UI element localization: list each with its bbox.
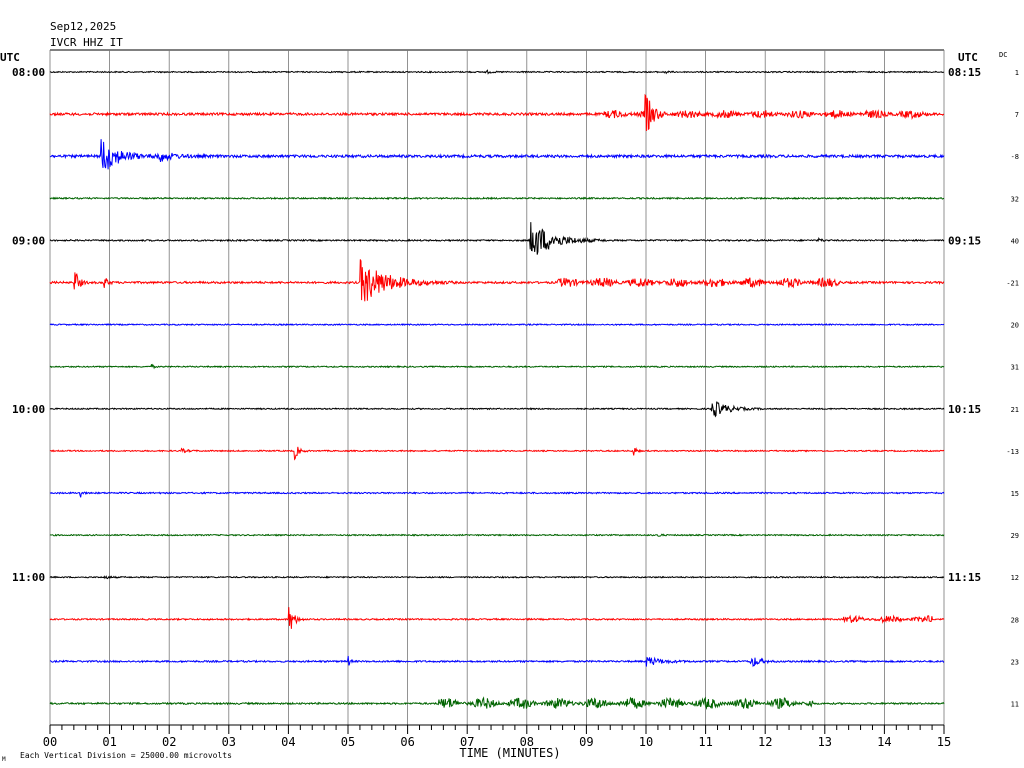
- dc-label: DC: [999, 51, 1007, 59]
- utc-right-label: UTC: [958, 51, 978, 64]
- x-tick-label: 14: [877, 735, 891, 749]
- trace-line: [49, 139, 945, 170]
- dc-offset-value: -13: [1006, 448, 1019, 456]
- dc-offset-value: 1: [1015, 69, 1019, 77]
- dc-offset-value: 12: [1011, 574, 1019, 582]
- date-label: Sep12,2025: [50, 20, 116, 33]
- dc-offset-value: 15: [1011, 490, 1019, 498]
- left-time-labels: 08:00 09:00 10:00 11:00: [12, 66, 45, 584]
- dc-offset-value: 40: [1011, 237, 1019, 245]
- dc-offset-value: 29: [1011, 532, 1019, 540]
- x-tick-label: 06: [400, 735, 414, 749]
- x-axis-title: TIME (MINUTES): [459, 746, 560, 760]
- traces: [49, 69, 945, 710]
- trace-line: [49, 196, 945, 201]
- trace-line: [49, 607, 945, 629]
- dc-offset-value: 31: [1011, 364, 1019, 372]
- left-time-label: 09:00: [12, 234, 45, 247]
- trace-line: [49, 322, 945, 327]
- right-time-label: 08:15: [948, 66, 981, 79]
- dc-offset-value: 21: [1011, 406, 1019, 414]
- utc-left-label: UTC: [0, 51, 20, 64]
- dc-offset-value: 32: [1011, 195, 1019, 203]
- x-axis: 00 01 02 03 04 05 06 07 08 09 10 11 12 13 14 15: [43, 724, 951, 749]
- x-tick-label: 05: [341, 735, 355, 749]
- dc-offset-value: -21: [1006, 280, 1019, 288]
- station-label: IVCR HHZ IT: [50, 36, 123, 49]
- dc-offset-value: 28: [1011, 616, 1019, 624]
- right-time-label: 09:15: [948, 234, 981, 247]
- x-tick-label: 07: [460, 735, 474, 749]
- dc-offset-value: 7: [1015, 111, 1019, 119]
- dc-offset-value: 23: [1011, 658, 1019, 666]
- dc-offset-value: 11: [1011, 701, 1019, 709]
- trace-line: [49, 655, 945, 668]
- left-time-label: 10:00: [12, 403, 45, 416]
- x-tick-label: 11: [698, 735, 712, 749]
- x-tick-label: 13: [818, 735, 832, 749]
- x-tick-label: 01: [102, 735, 116, 749]
- dc-offset-values: 1 7 -8 32 40 -21 20 31 21 -13 15 29 12 28 23 11: [1006, 69, 1019, 709]
- x-tick-label: 15: [937, 735, 951, 749]
- trace-line: [49, 222, 945, 255]
- x-tick-label: 04: [281, 735, 295, 749]
- x-tick-label: 02: [162, 735, 176, 749]
- scale-note: Each Vertical Division = 25000.00 microv…: [20, 751, 232, 760]
- x-tick-label: 10: [639, 735, 653, 749]
- right-time-label: 11:15: [948, 571, 981, 584]
- trace-line: [49, 363, 945, 370]
- trace-line: [49, 696, 945, 710]
- trace-line: [49, 575, 945, 580]
- dc-offset-value: -8: [1011, 153, 1019, 161]
- trace-line: [49, 401, 945, 418]
- left-time-label: 11:00: [12, 571, 45, 584]
- right-time-label: 10:15: [948, 403, 981, 416]
- grid: [49, 49, 945, 725]
- x-tick-label: 08: [520, 735, 534, 749]
- dc-offset-value: 20: [1011, 322, 1019, 330]
- x-tick-label: 09: [579, 735, 593, 749]
- right-time-labels: 08:15 09:15 10:15 11:15: [948, 66, 981, 584]
- corner-mark: M: [2, 756, 6, 763]
- trace-line: [49, 533, 945, 537]
- x-tick-label: 00: [43, 735, 57, 749]
- trace-line: [49, 93, 945, 132]
- x-tick-label: 03: [222, 735, 236, 749]
- trace-line: [49, 491, 945, 498]
- trace-line: [49, 69, 944, 75]
- trace-line: [49, 446, 945, 461]
- x-tick-label: 12: [758, 735, 772, 749]
- trace-line: [49, 259, 945, 302]
- left-time-label: 08:00: [12, 66, 45, 79]
